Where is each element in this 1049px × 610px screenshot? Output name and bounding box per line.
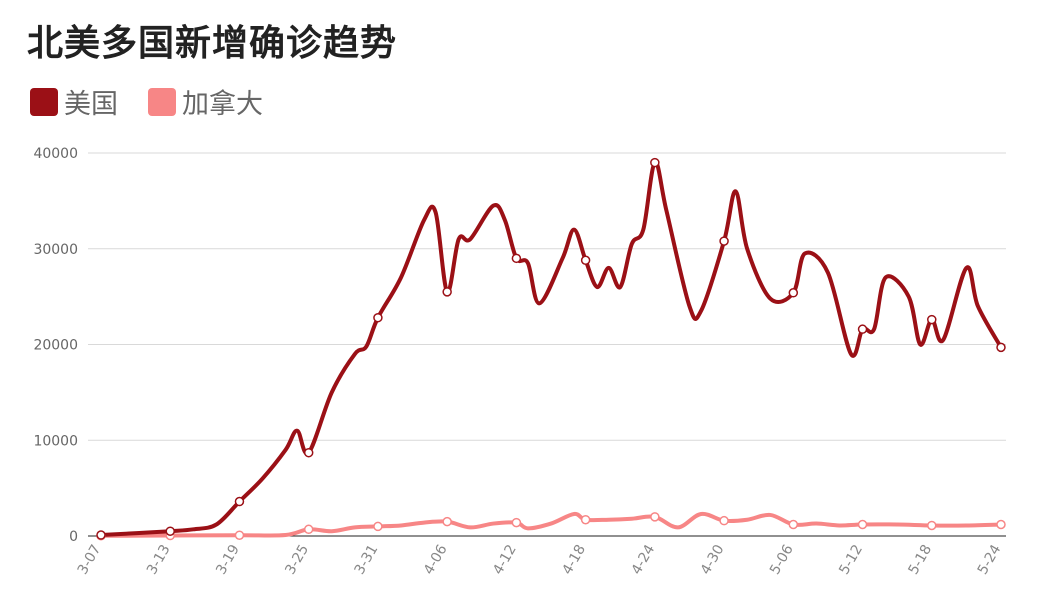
y-tick-label: 30000 — [33, 242, 78, 258]
x-tick-label: 4-18 — [559, 542, 589, 578]
data-point-us — [96, 530, 106, 540]
legend-swatch-canada — [148, 87, 176, 116]
data-point-us — [511, 253, 522, 264]
series-line-us — [99, 160, 1003, 538]
legend-label-us: 美国 — [64, 89, 118, 120]
x-tick-label: 4-24 — [629, 542, 659, 578]
data-point-canada — [373, 521, 383, 532]
x-tick-label: 3-13 — [144, 542, 174, 578]
data-point-canada — [996, 519, 1006, 530]
series-line-canada — [99, 511, 1003, 538]
legend: 美国 加拿大 — [30, 82, 263, 121]
y-tick-label: 0 — [69, 529, 78, 545]
x-tick-label: 4-30 — [698, 542, 728, 578]
y-tick-label: 10000 — [33, 433, 78, 449]
data-point-canada — [234, 530, 245, 540]
chart-title: 北美多国新增确诊趋势 — [27, 23, 398, 64]
data-point-canada — [511, 517, 522, 528]
y-tick-label: 40000 — [33, 146, 78, 162]
x-tick-label: 3-19 — [213, 542, 243, 578]
data-point-us — [857, 324, 868, 334]
data-point-us — [234, 496, 245, 507]
legend-item-canada[interactable]: 加拿大 — [148, 82, 263, 121]
x-tick-label: 5-06 — [767, 542, 797, 578]
data-point-us — [165, 526, 175, 536]
data-point-canada — [788, 519, 799, 530]
data-point-us — [373, 312, 383, 323]
data-point-canada — [927, 520, 937, 531]
data-point-us — [927, 314, 937, 325]
data-point-us — [303, 447, 314, 458]
data-point-canada — [303, 524, 314, 535]
x-tick-label: 3-07 — [75, 542, 105, 578]
x-tick-label: 3-31 — [352, 542, 382, 578]
data-point-canada — [442, 516, 452, 527]
data-point-canada — [719, 515, 729, 526]
data-point-us — [719, 236, 729, 246]
legend-item-us[interactable]: 美国 — [30, 82, 118, 121]
data-point-canada — [650, 512, 660, 522]
data-point-us — [996, 342, 1006, 353]
legend-swatch-us — [30, 87, 58, 116]
data-point-canada — [857, 519, 868, 530]
x-tick-label: 5-18 — [905, 542, 935, 578]
y-tick-label: 20000 — [33, 338, 78, 354]
x-tick-label: 5-12 — [836, 542, 866, 578]
data-point-us — [442, 287, 452, 297]
data-point-us — [788, 288, 799, 298]
legend-label-canada: 加拿大 — [182, 89, 263, 120]
data-point-canada — [580, 514, 591, 525]
x-tick-label: 3-25 — [282, 542, 312, 578]
data-point-us — [650, 157, 660, 168]
x-tick-label: 4-12 — [490, 542, 520, 578]
data-point-us — [580, 255, 591, 265]
x-tick-label: 5-24 — [975, 542, 1005, 578]
x-tick-label: 4-06 — [421, 542, 451, 578]
